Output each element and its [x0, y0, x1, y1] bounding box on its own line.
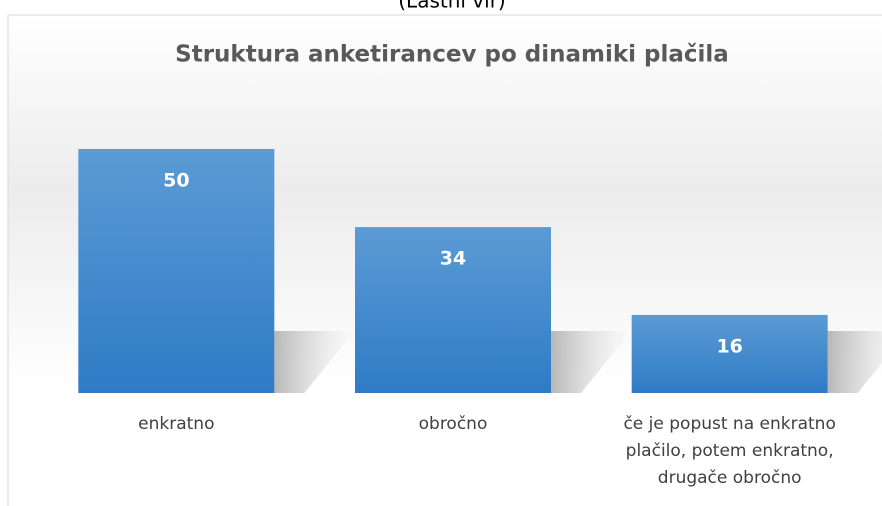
bar-shadow [274, 331, 355, 393]
data-label: 50 [163, 170, 189, 192]
bar [78, 149, 275, 393]
x-tick-label: če je popust na enkratno plačilo, potem … [623, 414, 836, 488]
data-label: 34 [440, 248, 466, 270]
chart-title: Struktura anketirancev po dinamiki plači… [175, 42, 729, 68]
bar [631, 314, 828, 393]
bar-shadow [551, 331, 631, 393]
data-label: 16 [716, 335, 742, 357]
x-tick-label: enkratno [138, 414, 215, 434]
bar-shadow [827, 331, 882, 393]
x-tick-label: obročno [418, 414, 488, 434]
caption: (Lastni vir) [398, 0, 505, 13]
bar [355, 227, 551, 393]
